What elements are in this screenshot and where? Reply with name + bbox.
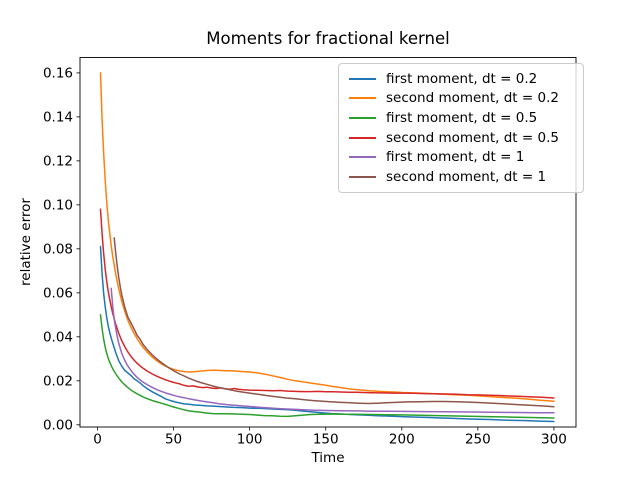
- y-tick-label: 0.08: [43, 241, 73, 257]
- x-tick-label: 0: [93, 432, 102, 448]
- legend-line-sample: [349, 156, 376, 159]
- legend-label: second moment, dt = 0.5: [386, 129, 559, 146]
- y-axis-label: relative error: [18, 198, 34, 286]
- legend-label: first moment, dt = 0.5: [386, 110, 538, 127]
- legend-entry: first moment, dt = 0.5: [349, 109, 573, 128]
- chart-title: Moments for fractional kernel: [206, 29, 450, 48]
- x-tick-label: 250: [465, 432, 491, 448]
- y-tick-label: 0.12: [43, 153, 73, 169]
- legend-line-sample: [349, 136, 376, 139]
- x-axis-label: Time: [311, 450, 345, 466]
- x-tick-label: 100: [237, 432, 263, 448]
- y-tick-label: 0.06: [43, 285, 73, 301]
- legend-entry: second moment, dt = 1: [349, 168, 573, 187]
- legend-entry: first moment, dt = 0.2: [349, 69, 573, 88]
- legend-line-sample: [349, 77, 376, 80]
- legend: first moment, dt = 0.2 second moment, dt …: [338, 63, 584, 193]
- y-tick-label: 0.10: [43, 197, 73, 213]
- y-tick-label: 0.00: [43, 417, 73, 433]
- x-tick-label: 50: [165, 432, 182, 448]
- axes-frame: [79, 57, 577, 428]
- legend-line-sample: [349, 117, 376, 120]
- legend-line-sample: [349, 176, 376, 179]
- legend-label: first moment, dt = 0.2: [386, 70, 538, 87]
- x-tick-label: 200: [389, 432, 415, 448]
- legend-line-sample: [349, 97, 376, 100]
- legend-entry: second moment, dt = 0.5: [349, 128, 573, 147]
- x-tick-label: 150: [313, 432, 339, 448]
- legend-label: second moment, dt = 0.2: [386, 90, 559, 107]
- y-tick-label: 0.04: [43, 329, 73, 345]
- legend-label: first moment, dt = 1: [386, 149, 525, 166]
- legend-entry: second moment, dt = 0.2: [349, 89, 573, 108]
- y-tick-label: 0.16: [43, 65, 73, 81]
- x-tick-label: 300: [541, 432, 567, 448]
- series-line: [113, 237, 555, 408]
- y-tick-label: 0.14: [43, 109, 73, 125]
- series-line: [99, 208, 555, 399]
- series-line: [110, 287, 555, 414]
- legend-entry: first moment, dt = 1: [349, 148, 573, 167]
- y-tick-label: 0.02: [43, 373, 73, 389]
- series-line: [99, 245, 555, 423]
- legend-label: second moment, dt = 1: [386, 169, 547, 186]
- series-line: [99, 314, 555, 419]
